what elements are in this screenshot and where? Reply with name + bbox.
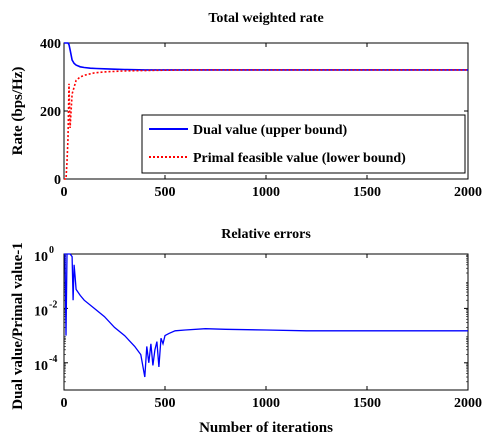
chart2-xtick-label: 1500 xyxy=(353,396,381,411)
chart-total-weighted-rate: Total weighted rate Rate (bps/Hz) 0 500 10… xyxy=(10,11,482,200)
chart1-ytick-label: 0 xyxy=(54,173,61,188)
series-primal-value xyxy=(64,69,468,180)
series-relative-error xyxy=(64,253,468,378)
chart1-xtick-label: 1000 xyxy=(252,185,280,200)
legend-box xyxy=(141,114,466,174)
chart2-xlabel: Number of iterations xyxy=(199,420,333,436)
chart2-xtick-label: 1000 xyxy=(252,396,280,411)
chart2-title: Relative errors xyxy=(221,227,311,242)
chart1-ylabel: Rate (bps/Hz) xyxy=(10,67,26,156)
chart2-ytick-label: 10 xyxy=(34,250,48,265)
chart1-title: Total weighted rate xyxy=(208,11,323,26)
chart1-ytick-label: 400 xyxy=(40,37,61,52)
chart2-ytick-exponent: 0 xyxy=(49,245,54,256)
chart2-ylabel: Dual value/Primal value-1 xyxy=(10,242,26,410)
chart2-ytick-exponent: -4 xyxy=(49,354,57,365)
legend-label-dual: Dual value (upper bound) xyxy=(193,123,348,138)
chart2-xtick-label: 500 xyxy=(155,396,176,411)
chart1-xtick-label: 2000 xyxy=(454,185,482,200)
chart1-legend: Dual value (upper bound) Primal feasible… xyxy=(141,114,466,174)
chart1-ytick-label: 200 xyxy=(40,105,61,120)
series-dual-value xyxy=(64,42,468,71)
chart2-ytick-label: 10 xyxy=(34,359,48,374)
chart1-xtick-label: 1500 xyxy=(353,185,381,200)
chart2-xtick-label: 2000 xyxy=(454,396,482,411)
chart1-xtick-label: 0 xyxy=(61,185,68,200)
chart2-ytick-label: 10 xyxy=(34,304,48,319)
chart-relative-errors: Relative errors Dual value/Primal value-… xyxy=(10,227,482,436)
chart2-ytick-exponent: -2 xyxy=(49,299,57,310)
chart1-xtick-label: 500 xyxy=(155,185,176,200)
legend-label-primal: Primal feasible value (lower bound) xyxy=(193,151,406,166)
chart2-xtick-label: 0 xyxy=(61,396,68,411)
chart2-plot-area xyxy=(63,253,469,391)
